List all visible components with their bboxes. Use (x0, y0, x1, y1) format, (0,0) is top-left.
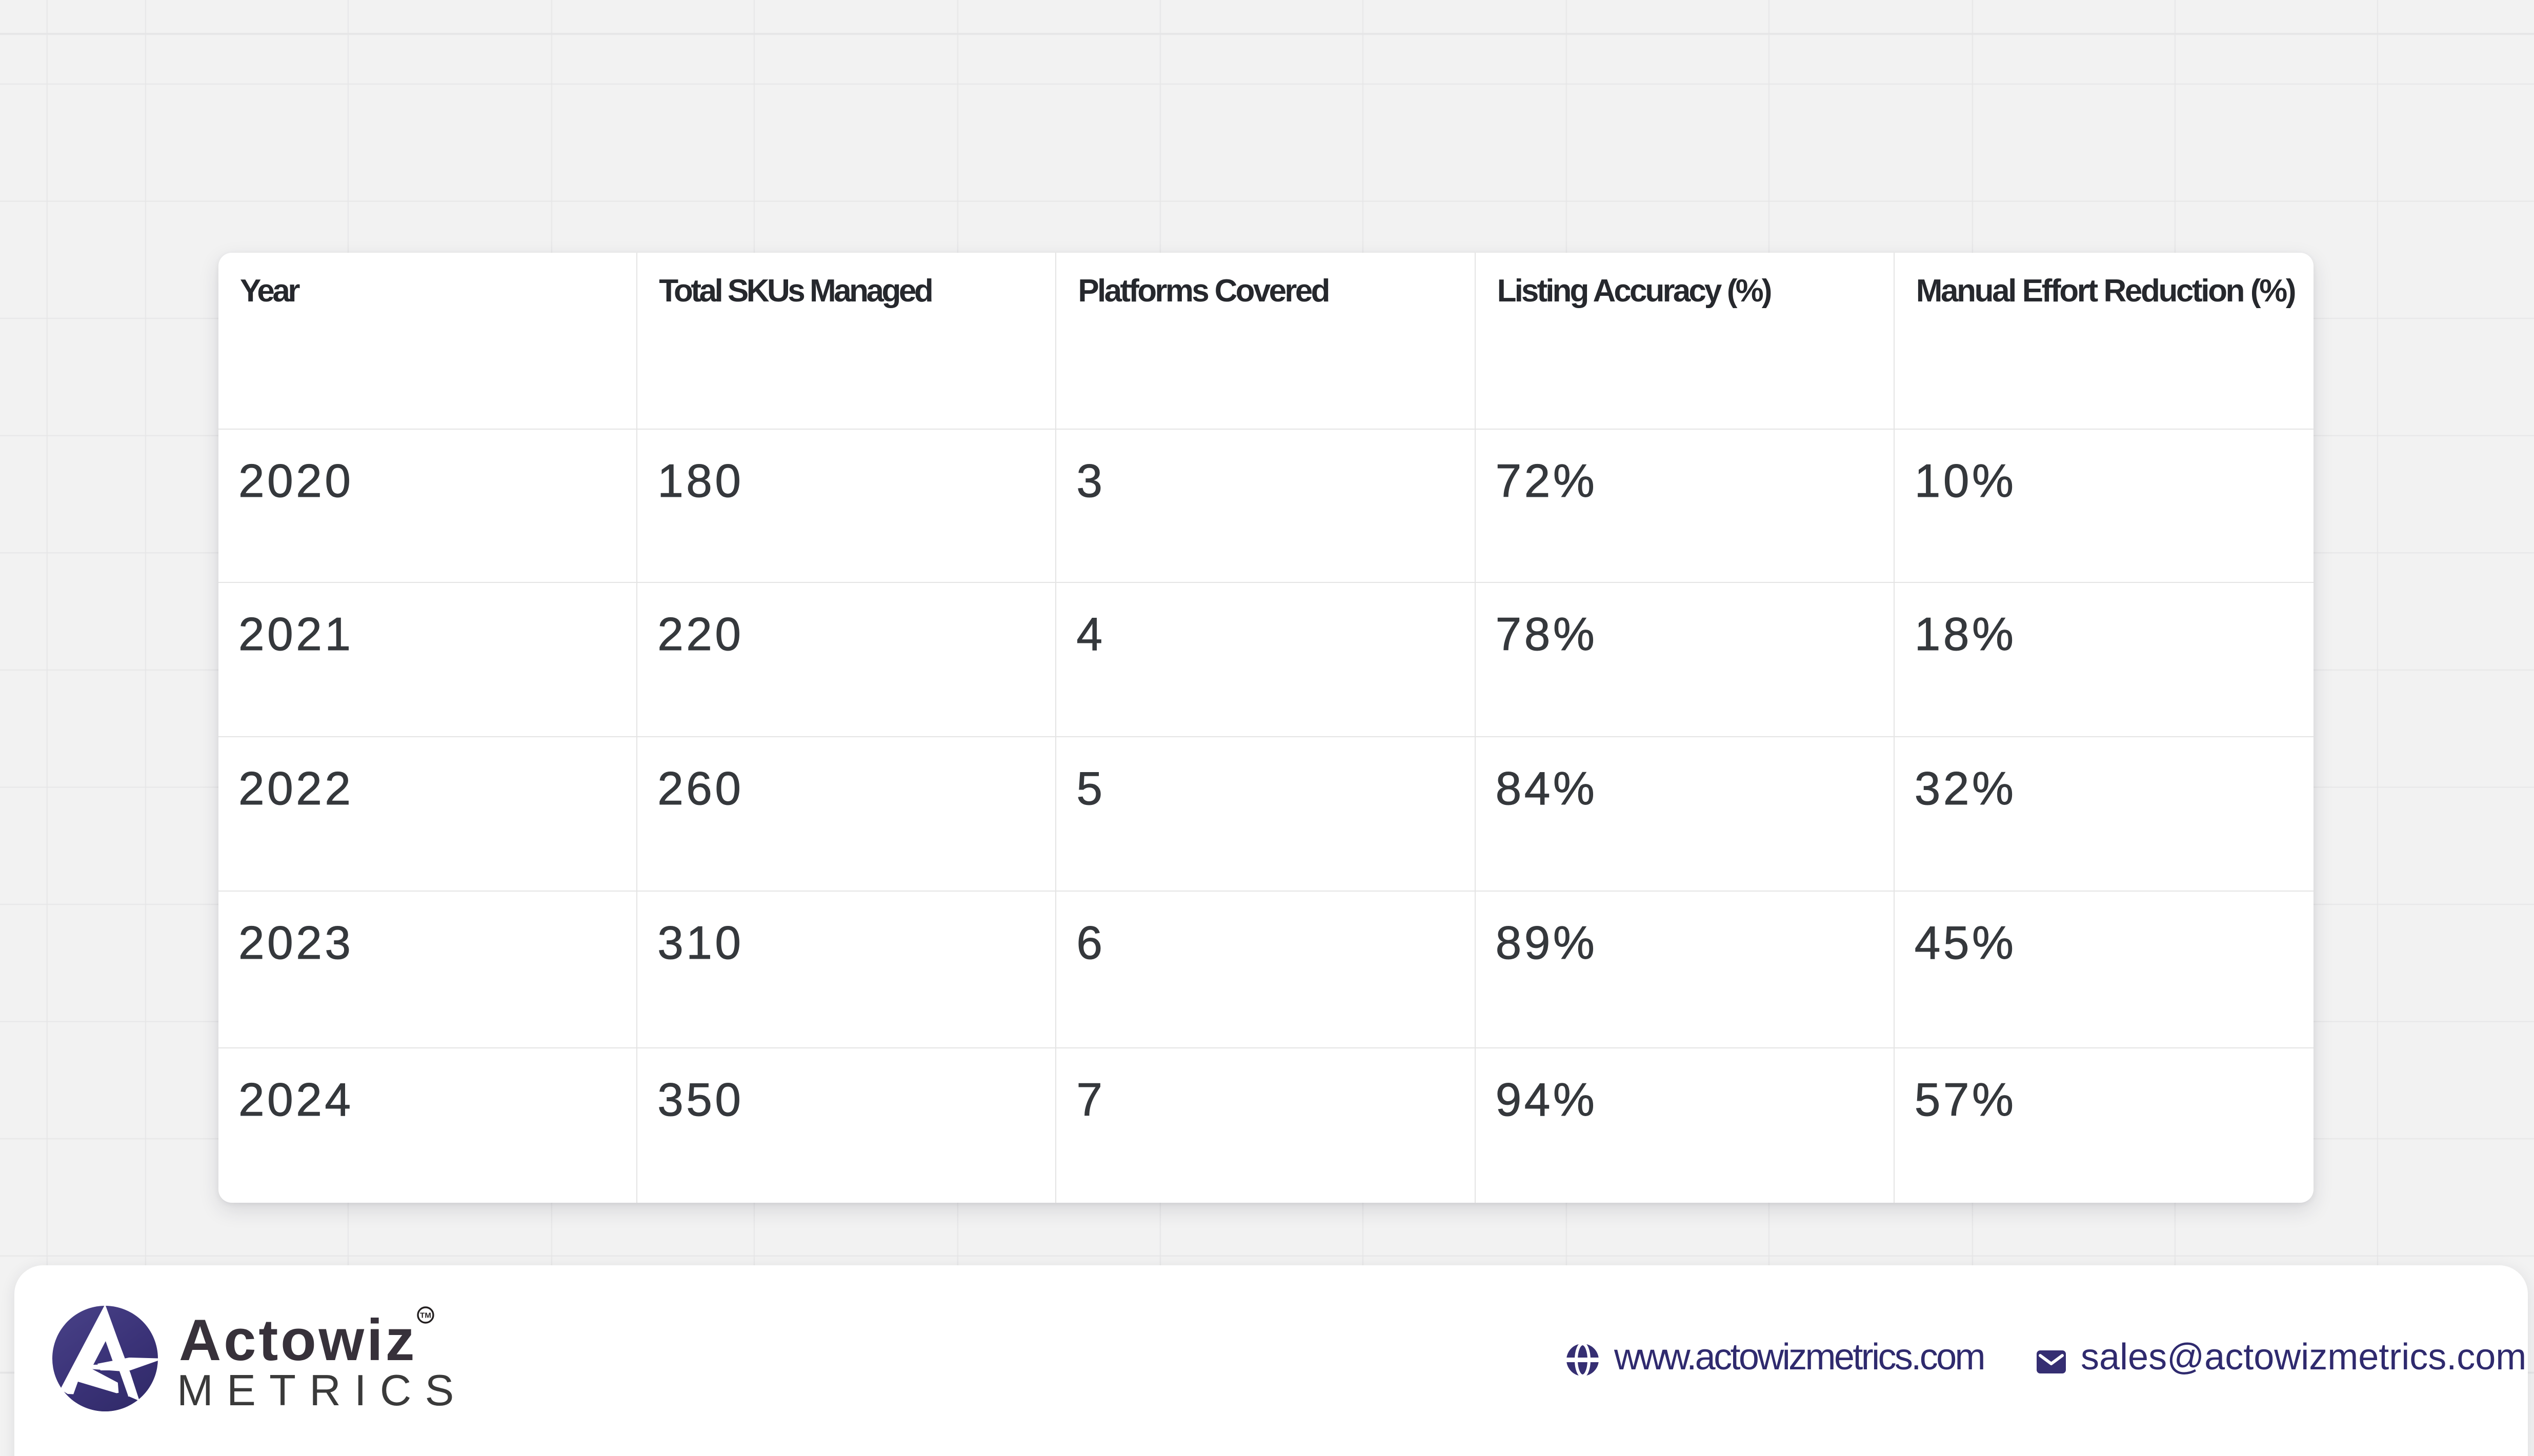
svg-text:TM: TM (420, 1311, 431, 1320)
